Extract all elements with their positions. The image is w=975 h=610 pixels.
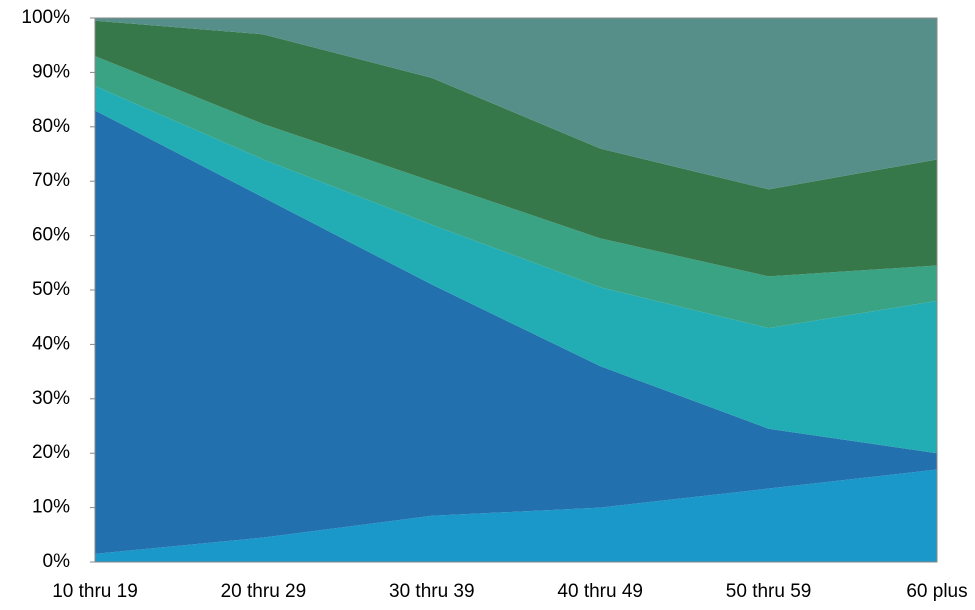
area — [95, 86, 937, 454]
y-tick-label: 50% — [32, 279, 70, 300]
x-tick-label: 50 thru 59 — [726, 581, 812, 602]
y-tick-label: 10% — [32, 497, 70, 518]
x-tick-label: 60 plus — [906, 581, 967, 602]
area — [95, 56, 937, 329]
area — [95, 110, 937, 554]
x-tick-label: 20 thru 29 — [221, 581, 307, 602]
area — [95, 20, 937, 277]
x-tick-label: 30 thru 39 — [389, 581, 475, 602]
y-tick-label: 20% — [32, 442, 70, 463]
y-tick-label: 70% — [32, 170, 70, 191]
y-tick-label: 0% — [43, 551, 71, 572]
x-tick-label: 10 thru 19 — [52, 581, 138, 602]
y-tick-label: 100% — [21, 7, 70, 28]
x-tick-label: 40 thru 49 — [557, 581, 643, 602]
area — [95, 18, 937, 190]
y-tick-label: 90% — [32, 61, 70, 82]
y-tick-label: 60% — [32, 225, 70, 246]
y-tick-label: 40% — [32, 333, 70, 354]
y-tick-label: 30% — [32, 388, 70, 409]
y-tick-label: 80% — [32, 116, 70, 137]
area — [95, 469, 937, 562]
